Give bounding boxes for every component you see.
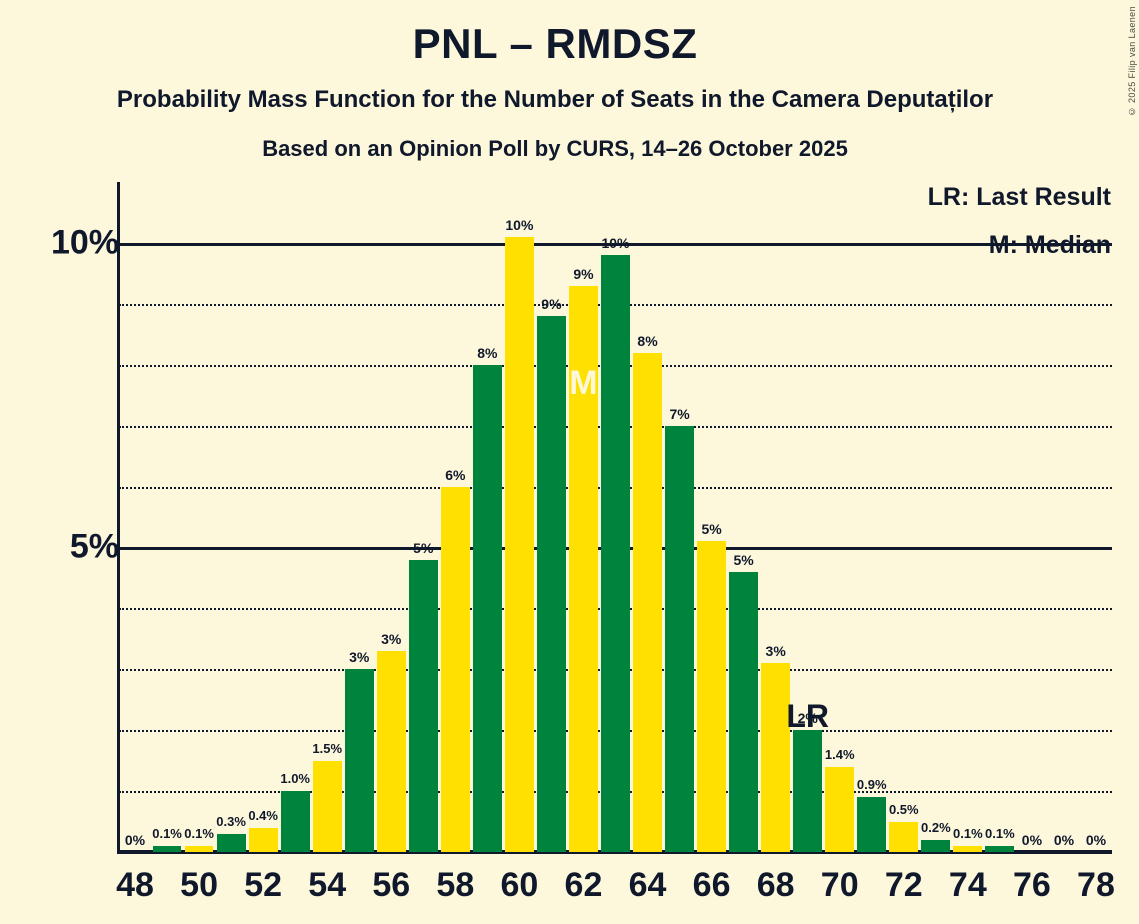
bar-seat-71: [857, 797, 887, 852]
chart-subtitle: Probability Mass Function for the Number…: [116, 86, 994, 113]
bar-value-label-72: 0.5%: [888, 801, 919, 817]
x-axis-label-48: 48: [116, 866, 154, 904]
bar-value-label-49: 0.1%: [152, 825, 182, 841]
bar-value-label-60: 10%: [505, 216, 534, 233]
bar-value-label-54: 1.5%: [312, 740, 343, 756]
bar-value-label-53: 1.0%: [280, 771, 310, 787]
last-result-marker: LR: [786, 698, 830, 735]
y-axis-line: [117, 182, 120, 853]
bar-seat-68: [761, 663, 791, 852]
bar-value-label-48: 0%: [124, 832, 146, 848]
bar-value-label-69: 2%: [797, 710, 818, 727]
bar-seat-52: [248, 827, 278, 852]
bar-value-label-71: 0.9%: [856, 777, 887, 793]
bar-value-label-68: 3%: [765, 643, 786, 660]
y-axis-label-5: 5%: [69, 527, 119, 566]
bar-value-label-67: 5%: [733, 551, 754, 568]
bar-seat-59: [472, 364, 502, 852]
bar-value-label-62: 9%: [573, 265, 594, 282]
plot-area: 0% 0.1% 0.1% 0.3% 0.4% 1.0% 1.5% 3% 3% 5% 6% 8% 10% 9…: [119, 182, 1112, 852]
x-axis-label-68: 68: [756, 866, 795, 904]
y-axis-label-10: 10%: [50, 223, 119, 262]
bar-value-label-78: 0%: [1085, 832, 1107, 848]
bar-value-label-74: 0.1%: [953, 825, 983, 841]
x-axis-label-66: 66: [692, 866, 731, 904]
bar-seat-54: [312, 760, 342, 852]
bar-seat-57: [408, 559, 438, 852]
bar-seat-49: [152, 845, 182, 852]
x-axis-label-70: 70: [820, 866, 859, 904]
bar-seat-58: [440, 486, 470, 852]
bar-seat-55: [344, 669, 374, 852]
bar-seat-72: [889, 821, 919, 852]
bar-seat-67: [729, 571, 759, 852]
bar-value-label-63: 10%: [601, 235, 630, 252]
bar-seat-70: [825, 766, 855, 852]
x-axis-line: [117, 850, 1112, 854]
x-axis-label-64: 64: [628, 866, 667, 904]
bar-seat-61: [537, 316, 566, 852]
bar-value-label-66: 5%: [701, 521, 722, 538]
bar-seat-62: [569, 285, 598, 852]
bar-value-label-75: 0.1%: [985, 825, 1015, 841]
x-axis-label-54: 54: [308, 866, 347, 904]
bar-value-label-70: 1.4%: [824, 746, 855, 762]
bar-value-label-65: 7%: [669, 405, 690, 422]
x-axis-label-52: 52: [244, 866, 283, 904]
x-axis-label-58: 58: [436, 866, 475, 904]
bar-seat-63: [601, 255, 630, 852]
copyright-notice: © 2025 Filip van Laenen: [1127, 6, 1137, 117]
bar-value-label-52: 0.4%: [248, 807, 278, 823]
bar-seat-64: [633, 352, 662, 852]
bar-seat-56: [376, 651, 406, 852]
page-title: PNL – RMDSZ: [412, 20, 698, 67]
bar-value-label-56: 3%: [381, 631, 402, 647]
x-axis-label-56: 56: [372, 866, 411, 904]
bar-value-label-73: 0.2%: [920, 819, 951, 835]
bar-seat-50: [184, 845, 214, 852]
x-axis-label-50: 50: [180, 866, 218, 904]
gridline-10pct: [119, 242, 1112, 246]
bar-value-label-59: 8%: [477, 344, 498, 361]
bar-value-label-64: 8%: [637, 332, 658, 349]
bar-seat-60: [504, 236, 534, 852]
bar-seat-73: [921, 839, 951, 852]
bar-value-label-55: 3%: [349, 649, 370, 666]
bar-value-label-51: 0.3%: [216, 813, 246, 829]
x-axis-label-76: 76: [1012, 866, 1051, 904]
bar-seat-65: [665, 425, 694, 852]
bar-seat-51: [216, 833, 246, 852]
x-axis-label-72: 72: [884, 866, 923, 904]
x-axis-label-78: 78: [1077, 866, 1115, 904]
median-marker: M: [569, 363, 598, 402]
x-axis-label-62: 62: [564, 866, 603, 904]
bar-seat-75: [985, 845, 1015, 852]
bar-value-label-61: 9%: [541, 296, 562, 312]
chart-source-line: Based on an Opinion Poll by CURS, 14–26 …: [262, 136, 848, 161]
bar-value-label-50: 0.1%: [184, 825, 214, 841]
bar-seat-74: [953, 845, 983, 852]
bar-seat-66: [697, 541, 726, 852]
bar-seat-53: [280, 791, 310, 852]
bar-seat-69: [793, 730, 823, 852]
bar-value-label-76: 0%: [1021, 832, 1043, 848]
bar-value-label-58: 6%: [445, 466, 466, 483]
bar-value-label-57: 5%: [413, 539, 434, 556]
x-axis-label-74: 74: [948, 866, 987, 904]
bar-value-label-77: 0%: [1053, 832, 1075, 848]
x-axis-label-60: 60: [500, 866, 539, 904]
legend-last-result: LR: Last Result: [927, 183, 1111, 211]
